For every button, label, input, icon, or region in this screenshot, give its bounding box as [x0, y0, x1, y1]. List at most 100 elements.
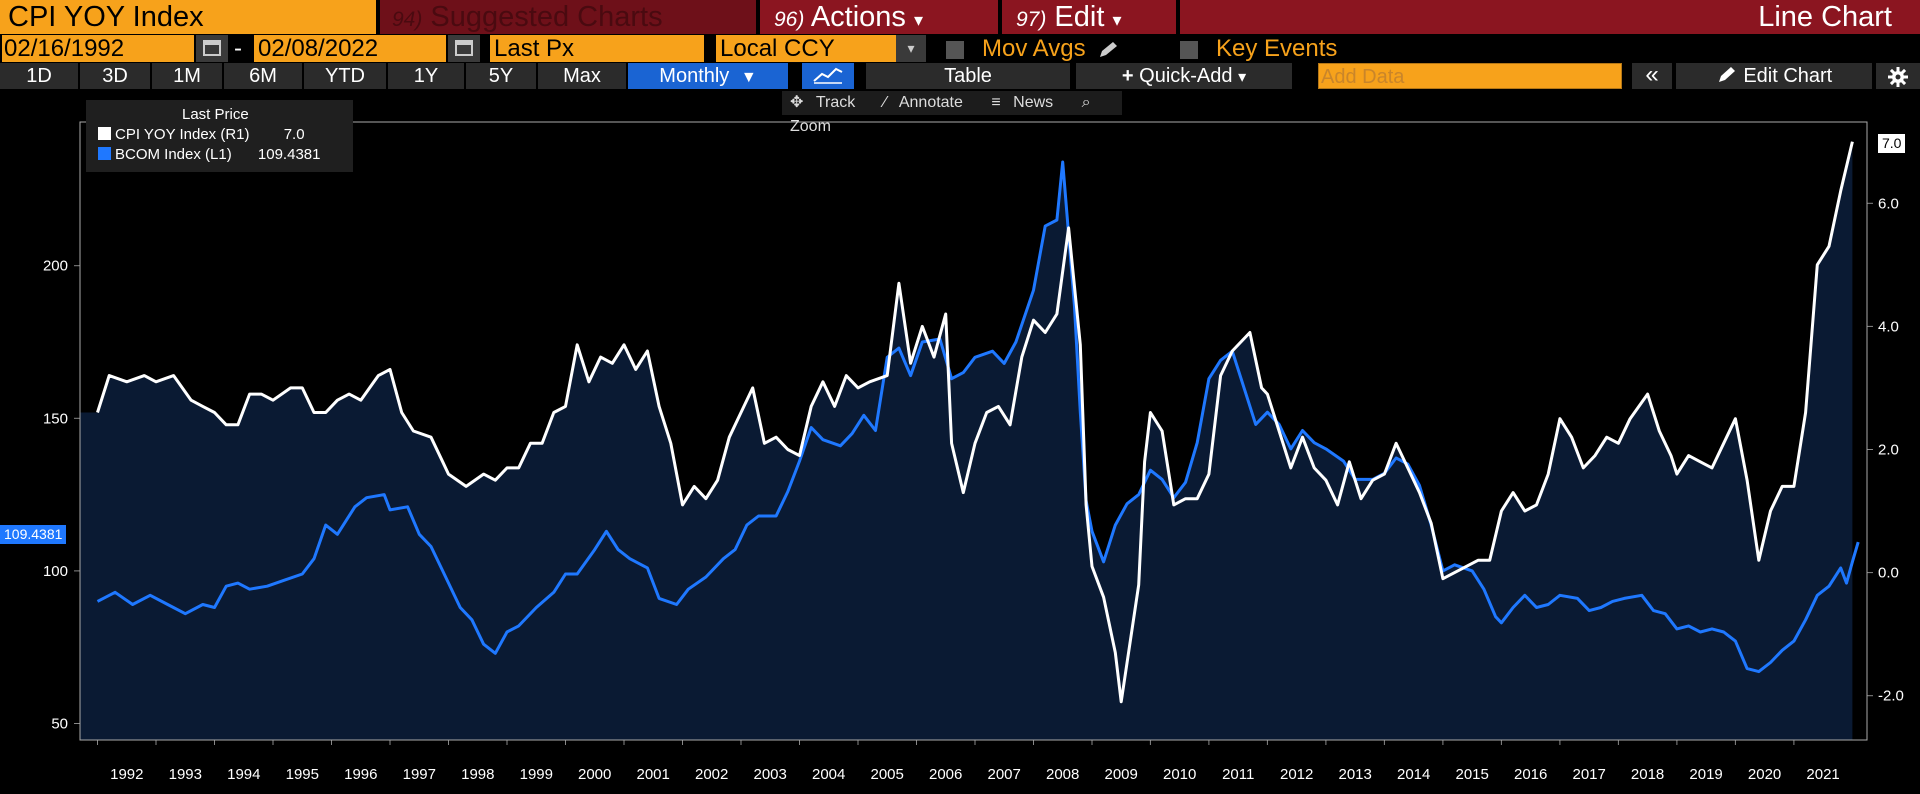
period-button-max[interactable]: Max	[538, 63, 626, 89]
x-tick-label: 2013	[1339, 766, 1372, 783]
legend-axis-bcom: (L1)	[205, 146, 232, 163]
x-tick-label: 2021	[1806, 766, 1839, 783]
x-tick-label: 2014	[1397, 766, 1430, 783]
period-button-1y[interactable]: 1Y	[388, 63, 464, 89]
key-events-toggle[interactable]: Key Events	[1180, 35, 1420, 62]
chart-legend: Last Price CPI YOY Index (R1) 7.0 BCOM I…	[86, 100, 353, 172]
period-button-6m[interactable]: 6M	[224, 63, 302, 89]
ticker-field[interactable]: CPI YOY Index	[0, 0, 376, 34]
range-bar: 02/16/1992 - 02/08/2022 Last Px Local CC…	[0, 35, 1920, 62]
period-button-1m[interactable]: 1M	[152, 63, 222, 89]
chevron-down-icon: ▾	[1112, 10, 1122, 30]
pencil-icon[interactable]	[1096, 40, 1122, 60]
x-tick-label: 2003	[754, 766, 787, 783]
legend-name-bcom: BCOM Index	[115, 146, 201, 163]
legend-swatch-bcom	[98, 147, 111, 160]
x-tick-label: 2004	[812, 766, 845, 783]
key-events-checkbox[interactable]	[1180, 40, 1198, 59]
gear-icon[interactable]	[1876, 63, 1920, 89]
end-date-value: 02/08/2022	[258, 35, 379, 62]
annotate-tool[interactable]: ⁄ Annotate	[883, 94, 963, 111]
x-tick-label: 1998	[461, 766, 494, 783]
series-line-bcom	[96, 160, 1860, 674]
chart-style-button[interactable]	[802, 63, 854, 89]
x-tick-label: 2005	[871, 766, 904, 783]
end-date-input[interactable]: 02/08/2022	[254, 35, 446, 62]
price-field-value: Last Px	[494, 35, 575, 62]
period-button-5y[interactable]: 5Y	[466, 63, 536, 89]
calendar-icon[interactable]	[448, 35, 480, 62]
suggested-charts-button[interactable]: 94) Suggested Charts	[380, 0, 756, 34]
plus-icon: +	[1121, 65, 1134, 87]
quick-add-button[interactable]: + Quick-Add ▾	[1076, 63, 1292, 89]
actions-button[interactable]: 96) Actions ▾	[760, 0, 998, 34]
currency-select[interactable]: Local CCY	[716, 35, 896, 62]
x-tick-label: 2015	[1456, 766, 1489, 783]
x-tick-label: 2006	[929, 766, 962, 783]
period-button-ytd[interactable]: YTD	[304, 63, 386, 89]
y-right-tick-label: 2.0	[1878, 442, 1899, 459]
x-tick-label: 2007	[988, 766, 1021, 783]
table-button[interactable]: Table	[866, 63, 1070, 89]
legend-swatch-cpi	[98, 127, 111, 140]
axis-ticks-layer: 1992 1993 1994 1995 1996 1997 1998 1999 2000 2001…	[43, 195, 1904, 783]
line-chart[interactable]: 1992 1993 1994 1995 1996 1997 1998 1999 2000 2001…	[0, 90, 1920, 794]
x-tick-label: 2016	[1514, 766, 1547, 783]
legend-item-bcom[interactable]: BCOM Index (L1) 109.4381	[98, 146, 320, 163]
series-line-cpi	[96, 141, 1854, 704]
period-button-1d[interactable]: 1D	[0, 63, 78, 89]
chart-type-banner: Line Chart	[1180, 0, 1920, 34]
price-field-select[interactable]: Last Px	[490, 35, 704, 62]
suggested-charts-number: 94)	[392, 8, 423, 31]
zoom-tool[interactable]: ⌕ Zoom	[790, 94, 1091, 135]
period-button-3d[interactable]: 3D	[80, 63, 150, 89]
mov-avgs-checkbox[interactable]	[946, 40, 964, 59]
start-date-input[interactable]: 02/16/1992	[2, 35, 194, 62]
area-fill-layer	[80, 141, 1853, 740]
actions-label: Actions	[810, 1, 906, 33]
track-tool[interactable]: ✥ Track	[790, 94, 856, 111]
x-tick-label: 1997	[403, 766, 436, 783]
series-lines-layer	[96, 141, 1860, 704]
edit-chart-button[interactable]: Edit Chart	[1676, 63, 1872, 89]
frequency-value: Monthly	[659, 65, 730, 87]
chevron-down-icon[interactable]: ▾	[896, 35, 926, 62]
calendar-icon[interactable]	[196, 35, 228, 62]
suggested-charts-label: Suggested Charts	[430, 1, 663, 33]
x-tick-label: 2010	[1163, 766, 1196, 783]
news-label: News	[1013, 94, 1054, 111]
area-fill	[80, 141, 1853, 740]
chevron-down-icon: ▾	[914, 10, 924, 30]
x-tick-label: 1995	[286, 766, 319, 783]
y-left-tick-label: 150	[43, 410, 68, 427]
date-separator: -	[234, 35, 242, 62]
frequency-select[interactable]: Monthly ▼	[628, 63, 788, 89]
x-tick-label: 2011	[1222, 766, 1254, 783]
x-tick-label: 2020	[1748, 766, 1781, 783]
zoom-label: Zoom	[790, 118, 831, 135]
x-tick-label: 1992	[110, 766, 143, 783]
legend-last-cpi: 7.0	[283, 126, 305, 143]
y-right-tick-label: -2.0	[1878, 688, 1904, 705]
edit-label: Edit	[1054, 1, 1105, 33]
legend-item-cpi[interactable]: CPI YOY Index (R1) 7.0	[98, 126, 305, 143]
add-data-input[interactable]: Add Data	[1318, 63, 1622, 89]
pencil-icon	[1718, 67, 1735, 82]
x-tick-label: 1993	[169, 766, 202, 783]
edit-button[interactable]: 97) Edit ▾	[1002, 0, 1176, 34]
legend-axis-cpi: (R1)	[220, 126, 250, 143]
actions-number: 96)	[774, 8, 805, 31]
x-tick-label: 2000	[578, 766, 611, 783]
collapse-button[interactable]: «	[1632, 63, 1672, 89]
last-value-tag-bcom: 109.4381	[0, 525, 67, 544]
track-label: Track	[815, 94, 856, 111]
x-tick-label: 1999	[520, 766, 553, 783]
x-tick-label: 1996	[344, 766, 377, 783]
news-tool[interactable]: ≡ News	[991, 94, 1054, 111]
mov-avgs-toggle[interactable]: Mov Avgs	[946, 35, 1162, 62]
key-events-label: Key Events	[1216, 35, 1338, 62]
edit-number: 97)	[1016, 8, 1047, 31]
x-tick-label: 2019	[1689, 766, 1722, 783]
period-bar: 1D 3D 1M 6M YTD 1Y 5Y Max Monthly ▼ Tabl…	[0, 63, 1920, 90]
x-tick-label: 2002	[695, 766, 728, 783]
